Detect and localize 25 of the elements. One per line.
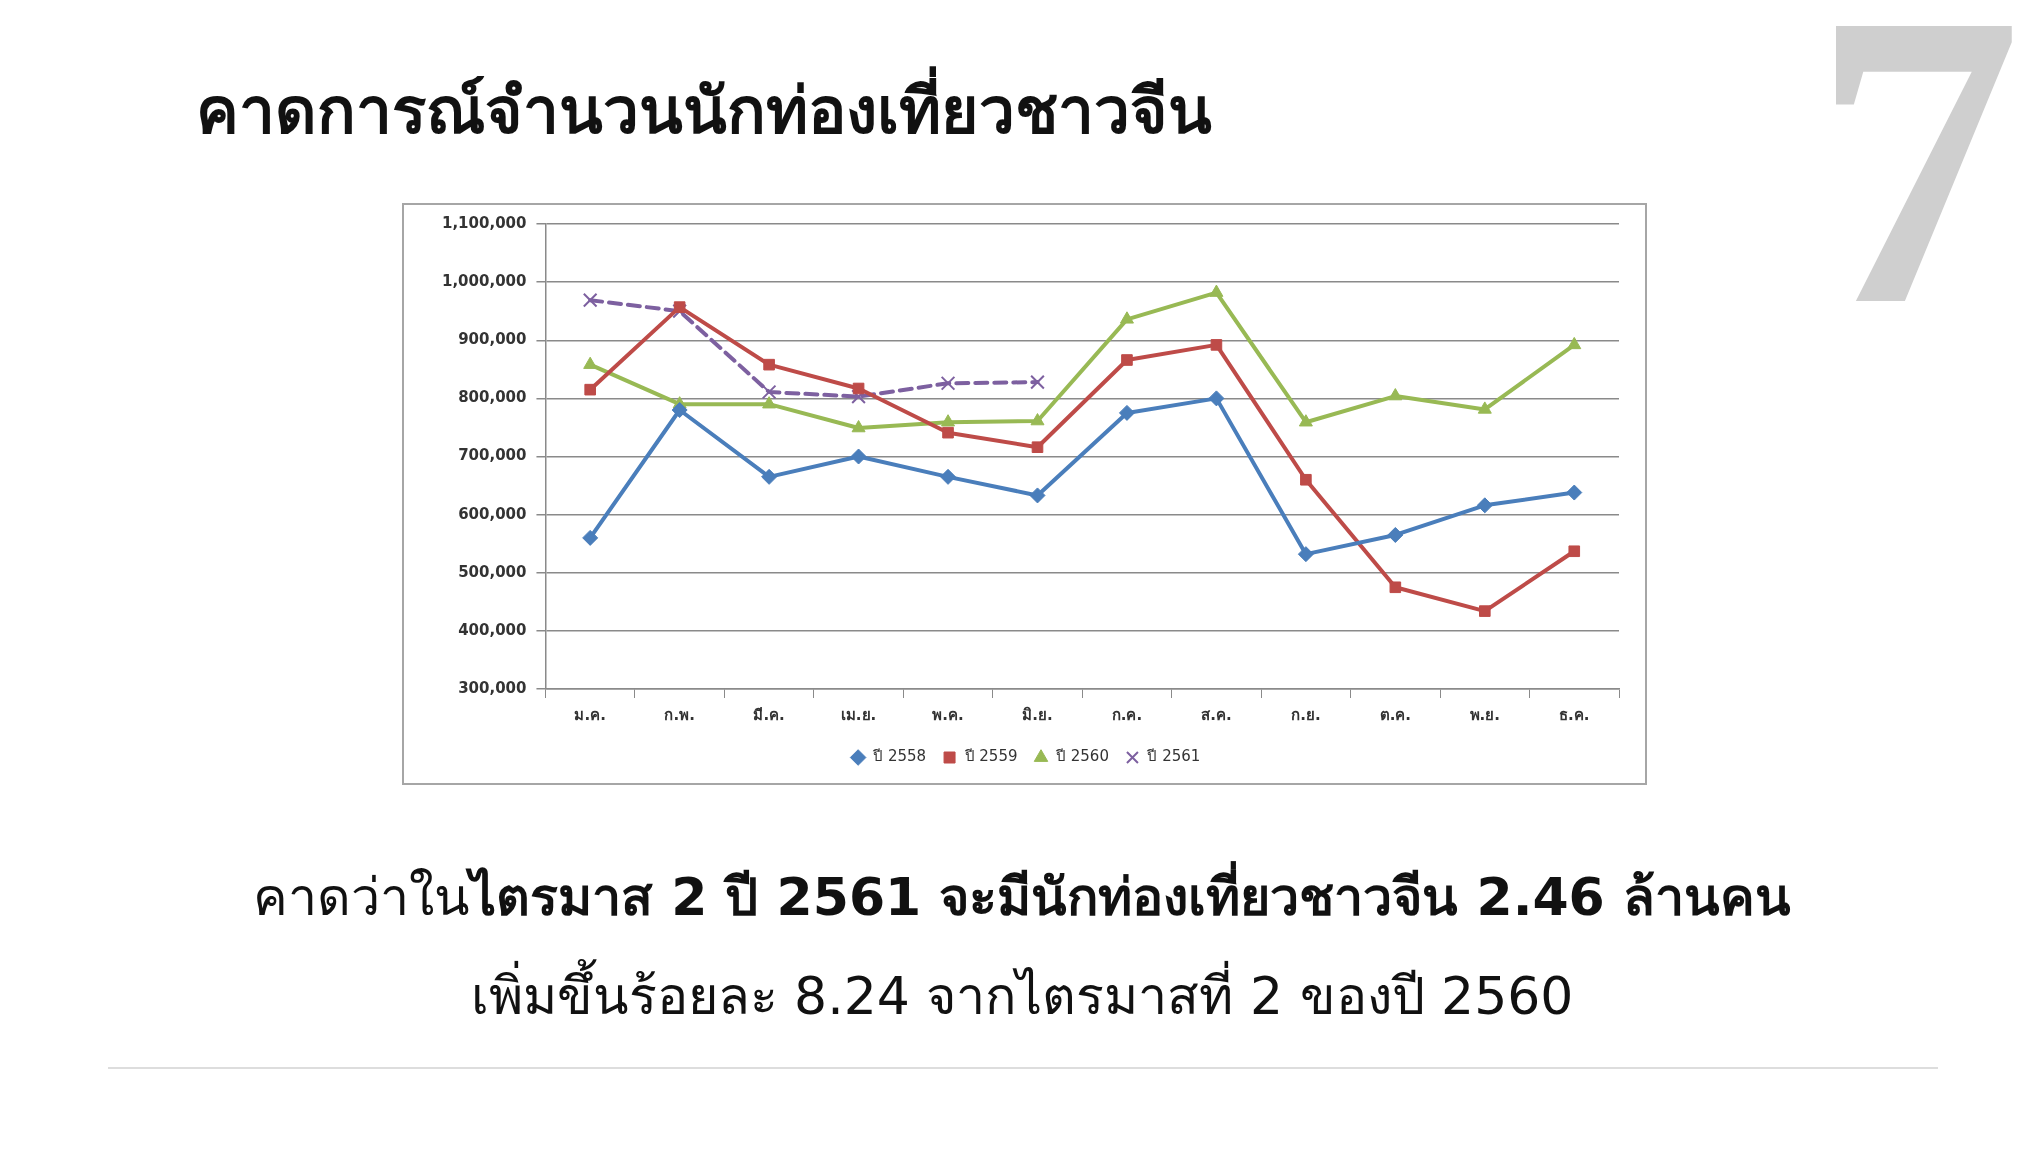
x-tick-label: ก.ย. [1291,705,1321,724]
y-tick-label: 1,100,000 [441,213,527,232]
y-tick-label: 600,000 [458,504,527,523]
y-tick-label: 500,000 [458,562,527,581]
y-tick-label: 300,000 [458,678,527,697]
x-tick-label: ต.ค. [1379,705,1412,724]
x-tick-label: มิ.ย. [1022,705,1053,724]
x-tick-label: พ.ค. [932,705,964,724]
y-tick-label: 1,000,000 [441,272,527,291]
x-tick-label: ส.ค. [1201,705,1232,724]
legend-label: ปี 2561 [1146,747,1201,766]
x-tick-label: ธ.ค. [1559,705,1590,724]
x-tick-label: เม.ย. [840,705,877,724]
x-tick-label: ม.ค. [574,705,606,724]
legend-label: ปี 2558 [872,747,927,766]
y-tick-label: 400,000 [458,620,527,639]
y-tick-label: 800,000 [458,388,527,407]
x-tick-label: ก.ค. [1111,705,1143,724]
legend-label: ปี 2560 [1055,747,1109,766]
x-tick-label: ก.พ. [664,705,695,724]
y-tick-label: 900,000 [458,330,527,349]
x-tick-label: พ.ย. [1469,705,1501,724]
legend-label: ปี 2559 [963,747,1018,766]
x-tick-label: มี.ค. [753,705,785,724]
y-tick-label: 700,000 [458,446,527,465]
